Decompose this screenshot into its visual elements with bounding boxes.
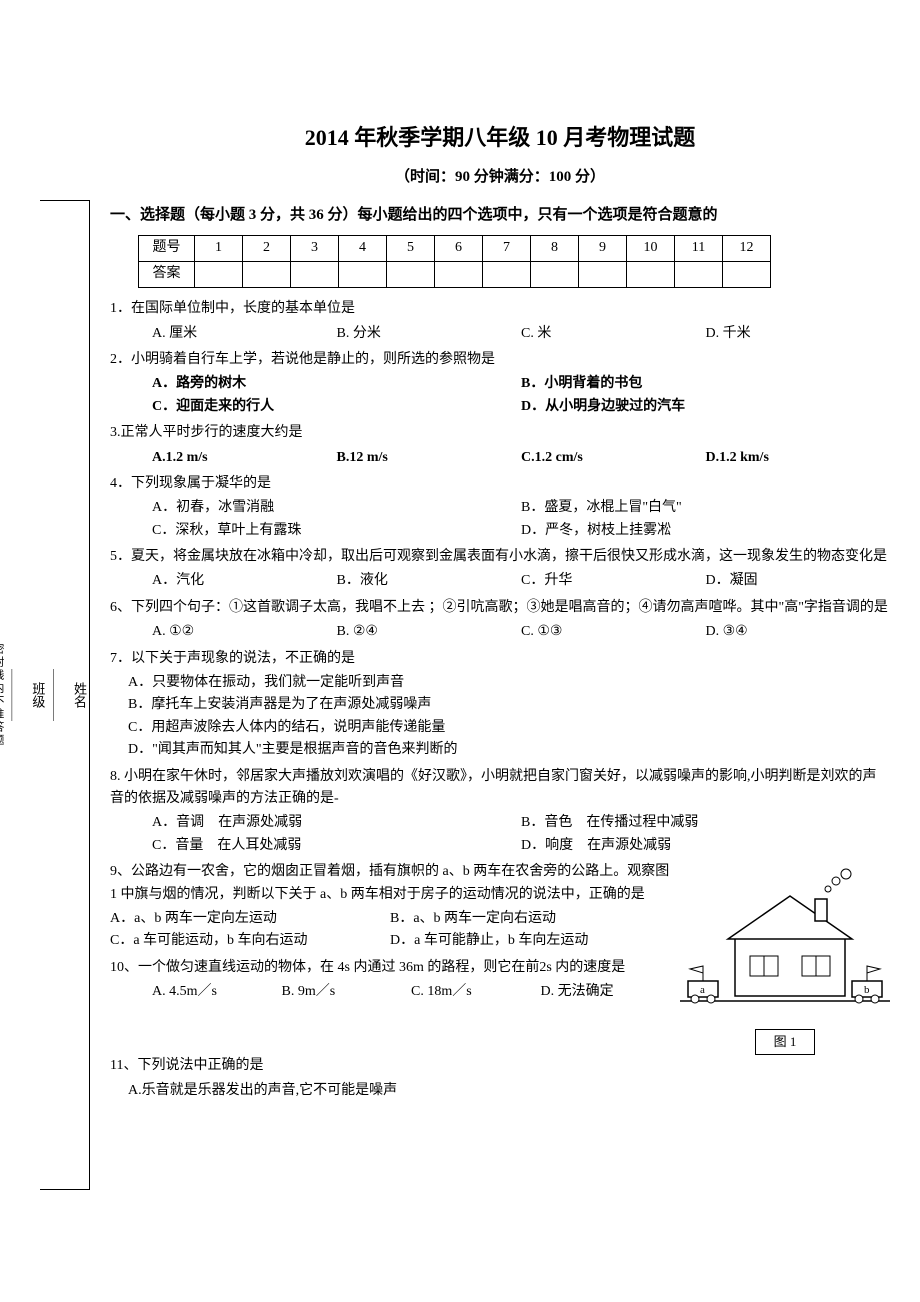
q6-opt-d: D. ③④ [706, 621, 891, 643]
question-6: 6、下列四个句子：①这首歌调子太高，我唱不上去 ；②引吭高歌；③她是唱高音的；④… [110, 597, 890, 644]
q10-text: 10、一个做匀速直线运动的物体，在 4s 内通过 36m 的路程，则它在前2s … [110, 957, 670, 979]
q11-opt-a: A.乐音就是乐器发出的声音,它不可能是噪声 [128, 1080, 890, 1102]
q8-opt-c: C．音量 在人耳处减弱 [152, 835, 521, 857]
row-label: 答案 [139, 262, 195, 288]
figure-1-svg: a b [680, 861, 890, 1016]
binding-margin: 姓名 ＿＿＿＿ 班级 ＿＿＿＿ ………………密封线内不准答题……………… 学号 … [40, 200, 90, 1190]
q5-opt-c: C．升华 [521, 570, 706, 592]
col-11: 11 [675, 236, 723, 262]
name-line: ＿＿＿＿ [47, 669, 68, 721]
figure-1-caption: 图 1 [755, 1029, 816, 1056]
section1-header: 一、选择题（每小题 3 分，共 36 分）每小题给出的四个选项中，只有一个选项是… [110, 203, 890, 227]
q9-text: 9、公路边有一农舍，它的烟囱正冒着烟，插有旗帜的 a、b 两车在农舍旁的公路上。… [110, 861, 670, 906]
q2-opt-c: C．迎面走来的行人 [152, 396, 521, 418]
q5-opt-a: A．汽化 [152, 570, 337, 592]
q1-text: 1．在国际单位制中，长度的基本单位是 [110, 298, 890, 320]
col-6: 6 [435, 236, 483, 262]
q5-opt-b: B．液化 [337, 570, 522, 592]
q8-opt-b: B．音色 在传播过程中减弱 [521, 812, 890, 834]
figure-1: a b 图 1 [680, 861, 890, 1055]
q5-text: 5．夏天，将金属块放在冰箱中冷却，取出后可观察到金属表面有小水滴，擦干后很快又形… [110, 546, 890, 568]
q7-opt-a: A．只要物体在振动，我们就一定能听到声音 [128, 672, 890, 694]
q1-opt-b: B. 分米 [337, 323, 522, 345]
q10-opt-c: C. 18m／s [411, 981, 541, 1003]
row-label: 题号 [139, 236, 195, 262]
q11-text: 11、下列说法中正确的是 [110, 1055, 890, 1077]
question-3: 3.正常人平时步行的速度大约是 A.1.2 m/s B.12 m/s C.1.2… [110, 422, 890, 469]
q3-text: 3.正常人平时步行的速度大约是 [110, 422, 890, 444]
question-4: 4．下列现象属于凝华的是 A．初春，冰雪消融 B．盛夏，冰棍上冒"白气" C．深… [110, 473, 890, 542]
q6-text: 6、下列四个句子：①这首歌调子太高，我唱不上去 ；②引吭高歌；③她是唱高音的；④… [110, 597, 890, 619]
q3-opt-c: C.1.2 cm/s [521, 447, 706, 469]
svg-text:b: b [864, 984, 870, 996]
q9-opt-b: B．a、b 两车一定向右运动 [390, 908, 670, 930]
q7-opt-d: D．"闻其声而知其人"主要是根据声音的音色来判断的 [128, 739, 890, 761]
q4-text: 4．下列现象属于凝华的是 [110, 473, 890, 495]
q2-opt-d: D．从小明身边驶过的汽车 [521, 396, 890, 418]
col-8: 8 [531, 236, 579, 262]
q5-opt-d: D．凝固 [706, 570, 891, 592]
q7-opt-c: C．用超声波除去人体内的结石，说明声能传递能量 [128, 717, 890, 739]
svg-text:a: a [700, 984, 705, 996]
col-1: 1 [195, 236, 243, 262]
q10-opt-d: D. 无法确定 [541, 981, 671, 1003]
q9-opt-c: C．a 车可能运动，b 车向右运动 [110, 930, 390, 952]
table-row: 答案 [139, 262, 771, 288]
question-9: 9、公路边有一农舍，它的烟囱正冒着烟，插有旗帜的 a、b 两车在农舍旁的公路上。… [110, 861, 670, 953]
q9-opt-a: A．a、b 两车一定向左运动 [110, 908, 390, 930]
col-4: 4 [339, 236, 387, 262]
q10-opt-b: B. 9m／s [282, 981, 412, 1003]
q2-opt-a: A．路旁的树木 [152, 373, 521, 395]
q1-opt-a: A. 厘米 [152, 323, 337, 345]
q6-opt-b: B. ②④ [337, 621, 522, 643]
q3-opt-a: A.1.2 m/s [152, 447, 337, 469]
answer-table: 题号 1 2 3 4 5 6 7 8 9 10 11 12 答案 [138, 235, 771, 288]
q1-opt-c: C. 米 [521, 323, 706, 345]
question-2: 2．小明骑着自行车上学，若说他是静止的，则所选的参照物是 A．路旁的树木 B．小… [110, 349, 890, 418]
col-3: 3 [291, 236, 339, 262]
question-10: 10、一个做匀速直线运动的物体，在 4s 内通过 36m 的路程，则它在前2s … [110, 957, 670, 1004]
q9-opt-d: D．a 车可能静止，b 车向左运动 [390, 930, 670, 952]
class-label: 班级 [27, 682, 48, 708]
q2-opt-b: B．小明背着的书包 [521, 373, 890, 395]
q4-opt-a: A．初春，冰雪消融 [152, 497, 521, 519]
col-10: 10 [627, 236, 675, 262]
name-label: 姓名 [68, 682, 89, 708]
q8-opt-d: D．响度 在声源处减弱 [521, 835, 890, 857]
q2-text: 2．小明骑着自行车上学，若说他是静止的，则所选的参照物是 [110, 349, 890, 371]
q4-opt-d: D．严冬，树枝上挂雾凇 [521, 520, 890, 542]
q1-opt-d: D. 千米 [706, 323, 891, 345]
col-7: 7 [483, 236, 531, 262]
question-7: 7．以下关于声现象的说法，不正确的是 A．只要物体在振动，我们就一定能听到声音 … [110, 648, 890, 762]
exam-title: 2014 年秋季学期八年级 10 月考物理试题 [110, 120, 890, 155]
q3-opt-d: D.1.2 km/s [706, 447, 891, 469]
question-11: 11、下列说法中正确的是 A.乐音就是乐器发出的声音,它不可能是噪声 [110, 1055, 890, 1102]
class-line: ＿＿＿＿ [6, 669, 27, 721]
col-5: 5 [387, 236, 435, 262]
q4-opt-b: B．盛夏，冰棍上冒"白气" [521, 497, 890, 519]
col-9: 9 [579, 236, 627, 262]
q7-opt-b: B．摩托车上安装消声器是为了在声源处减弱噪声 [128, 694, 890, 716]
q4-opt-c: C．深秋，草叶上有露珠 [152, 520, 521, 542]
q8-text: 8. 小明在家午休时，邻居家大声播放刘欢演唱的《好汉歌》，小明就把自家门窗关好，… [110, 766, 890, 811]
question-5: 5．夏天，将金属块放在冰箱中冷却，取出后可观察到金属表面有小水滴，擦干后很快又形… [110, 546, 890, 593]
q6-opt-a: A. ①② [152, 621, 337, 643]
seal-line-text: ………………密封线内不准答题……………… [0, 565, 6, 825]
table-row: 题号 1 2 3 4 5 6 7 8 9 10 11 12 [139, 236, 771, 262]
col-2: 2 [243, 236, 291, 262]
q8-opt-a: A．音调 在声源处减弱 [152, 812, 521, 834]
page-content: 2014 年秋季学期八年级 10 月考物理试题 （时间：90 分钟满分：100 … [110, 0, 890, 1102]
col-12: 12 [723, 236, 771, 262]
q10-opt-a: A. 4.5m／s [152, 981, 282, 1003]
question-8: 8. 小明在家午休时，邻居家大声播放刘欢演唱的《好汉歌》，小明就把自家门窗关好，… [110, 766, 890, 858]
exam-subtitle: （时间：90 分钟满分：100 分） [110, 165, 890, 189]
q6-opt-c: C. ①③ [521, 621, 706, 643]
q7-text: 7．以下关于声现象的说法，不正确的是 [110, 648, 890, 670]
question-1: 1．在国际单位制中，长度的基本单位是 A. 厘米 B. 分米 C. 米 D. 千… [110, 298, 890, 345]
q3-opt-b: B.12 m/s [337, 447, 522, 469]
